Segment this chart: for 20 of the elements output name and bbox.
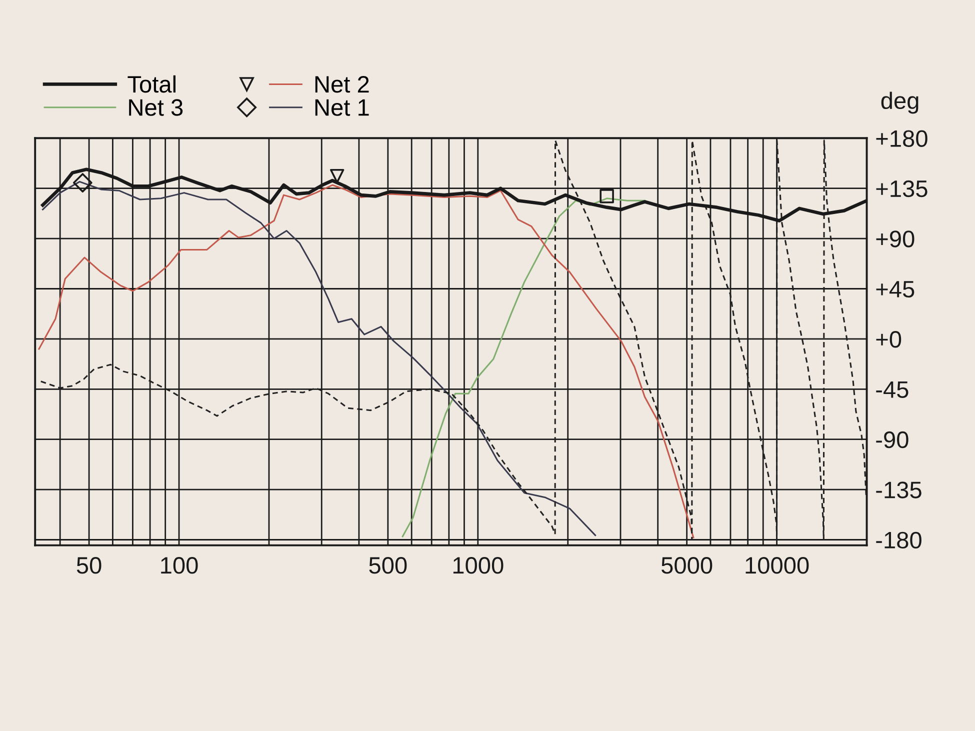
x-tick-label: 500: [369, 557, 407, 574]
legend-label: Total: [128, 75, 176, 93]
x-tick-label: 5000: [662, 557, 712, 574]
y-tick-label: +45: [876, 281, 914, 298]
y-tick-label: -135: [876, 482, 922, 498]
y-tick-label: +90: [876, 230, 914, 248]
y-tick-label: -45: [876, 381, 908, 398]
y-tick-label: -180: [876, 532, 922, 549]
y-tick-label: +0: [876, 331, 902, 348]
legend-label: Net 2: [315, 76, 369, 93]
legend-label: Net 1: [315, 99, 369, 116]
y-tick-label: +180: [876, 130, 928, 147]
legend-label: Net 3: [129, 99, 183, 116]
x-tick-label: 50: [76, 557, 102, 574]
x-tick-label: 10000: [746, 557, 809, 574]
x-tick-label: 1000: [453, 557, 504, 574]
y-axis-title: deg: [881, 92, 918, 114]
y-tick-label: -90: [876, 431, 908, 448]
y-tick-label: +135: [876, 180, 928, 198]
x-tick-label: 100: [161, 557, 198, 574]
